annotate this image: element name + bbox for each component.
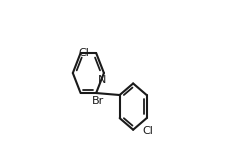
Text: Cl: Cl [78,48,89,58]
Text: Cl: Cl [142,126,152,136]
Text: N: N [98,74,106,85]
Text: Br: Br [91,96,103,106]
